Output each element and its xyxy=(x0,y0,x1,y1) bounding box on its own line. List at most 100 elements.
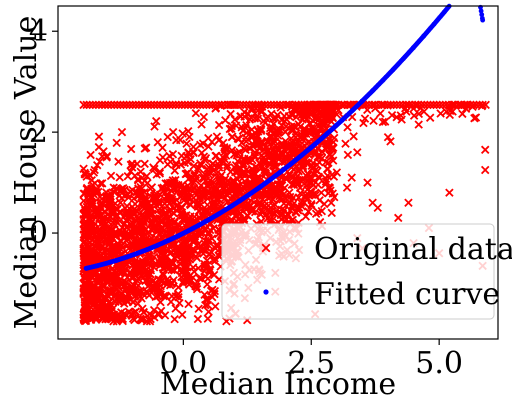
original-data-point xyxy=(168,149,178,159)
original-data-point-b xyxy=(140,176,149,186)
original-data-point xyxy=(140,176,149,186)
original-data-point-b xyxy=(140,144,149,153)
original-data-point xyxy=(343,123,352,132)
original-data-point-b xyxy=(211,151,220,161)
original-data-point-b xyxy=(285,192,295,202)
original-data-point xyxy=(195,273,204,283)
original-data-point-b xyxy=(347,173,356,182)
original-data-point xyxy=(227,121,237,131)
original-data-point-b xyxy=(209,270,219,280)
original-data-point xyxy=(347,173,356,182)
original-data-point-b xyxy=(204,307,213,316)
original-data-point-b xyxy=(250,192,259,201)
original-data-point-b xyxy=(281,122,291,131)
original-data-point xyxy=(123,172,133,181)
original-data-point-b xyxy=(182,139,191,148)
original-data-point-b xyxy=(322,164,332,174)
original-data-point-b xyxy=(256,200,266,210)
original-data-point-b xyxy=(402,107,411,116)
original-data-point-b xyxy=(281,127,290,137)
original-data-point-b xyxy=(287,111,297,120)
original-data-point xyxy=(307,199,316,209)
original-data-point-b xyxy=(256,124,265,134)
original-data-point xyxy=(304,207,313,216)
original-data-point xyxy=(155,156,165,165)
original-data-point-b xyxy=(301,212,310,221)
original-data-point xyxy=(193,314,203,324)
original-data-point-b xyxy=(150,164,159,174)
original-data-point xyxy=(204,307,213,316)
original-data-point-b xyxy=(343,123,352,132)
original-data-point xyxy=(253,114,263,124)
original-data-point-b xyxy=(236,112,245,121)
original-data-point-b xyxy=(470,113,479,123)
original-data-point-b xyxy=(200,259,209,269)
original-data-point-b xyxy=(258,208,267,218)
original-data-point-b xyxy=(202,280,212,289)
original-data-point-b xyxy=(150,122,159,131)
original-data-point-b xyxy=(326,186,335,195)
original-data-point-b xyxy=(192,284,202,294)
original-data-point xyxy=(184,299,193,309)
original-data-point-b xyxy=(190,279,200,289)
original-data-point-b xyxy=(227,121,237,131)
original-data-point xyxy=(189,161,199,171)
original-data-point-b xyxy=(94,142,104,152)
original-data-point-b xyxy=(269,114,278,123)
original-data-point xyxy=(168,176,178,185)
original-data-point-b xyxy=(380,117,390,126)
data-layer xyxy=(79,3,490,326)
original-data-point-b xyxy=(230,115,240,124)
original-data-point-b xyxy=(170,217,179,226)
original-data-point-b xyxy=(86,150,95,160)
original-data-point-b xyxy=(211,302,220,311)
original-data-point xyxy=(192,253,202,263)
original-data-point xyxy=(386,137,395,146)
original-data-point-b xyxy=(272,162,281,171)
original-data-point xyxy=(211,302,220,311)
original-data-point-b xyxy=(193,165,202,175)
original-data-point xyxy=(171,304,180,313)
original-data-point xyxy=(236,112,245,121)
original-data-point-b xyxy=(192,253,202,263)
original-data-point xyxy=(317,188,326,197)
original-data-point-b xyxy=(304,207,313,216)
original-data-point-b xyxy=(227,124,236,134)
original-data-point-b xyxy=(253,114,263,124)
original-data-point xyxy=(281,127,290,137)
original-data-point-b xyxy=(387,110,397,120)
original-data-point-b xyxy=(203,314,213,323)
original-data-point-b xyxy=(204,133,213,143)
original-data-point xyxy=(140,144,149,153)
original-data-point xyxy=(115,173,124,182)
original-data-point-b xyxy=(185,272,194,281)
original-data-point-b xyxy=(127,286,137,295)
original-data-point-b xyxy=(146,205,156,214)
original-data-point-b xyxy=(156,205,166,215)
original-data-point-b xyxy=(170,166,180,175)
original-data-point-b xyxy=(280,216,290,226)
original-data-point xyxy=(214,120,224,130)
original-data-point xyxy=(150,164,159,174)
original-data-point-b xyxy=(307,199,316,209)
original-data-point xyxy=(191,108,201,118)
original-data-point-b xyxy=(124,193,133,202)
original-data-point xyxy=(185,132,194,142)
original-data-point xyxy=(203,314,213,323)
original-data-point xyxy=(234,134,244,144)
original-data-point xyxy=(227,124,236,134)
original-data-point-b xyxy=(219,157,229,167)
original-data-point-b xyxy=(386,137,395,146)
original-data-point xyxy=(380,117,390,126)
original-data-point-b xyxy=(314,208,323,217)
original-data-point-b xyxy=(191,108,201,118)
original-data-point xyxy=(174,293,183,302)
original-data-point-b xyxy=(275,194,285,203)
original-data-point-b xyxy=(214,135,224,145)
original-data-point-b xyxy=(155,156,165,165)
original-data-point-b xyxy=(195,273,204,283)
original-data-point-b xyxy=(168,149,178,159)
original-data-point xyxy=(301,212,310,221)
original-data-point xyxy=(125,187,135,196)
